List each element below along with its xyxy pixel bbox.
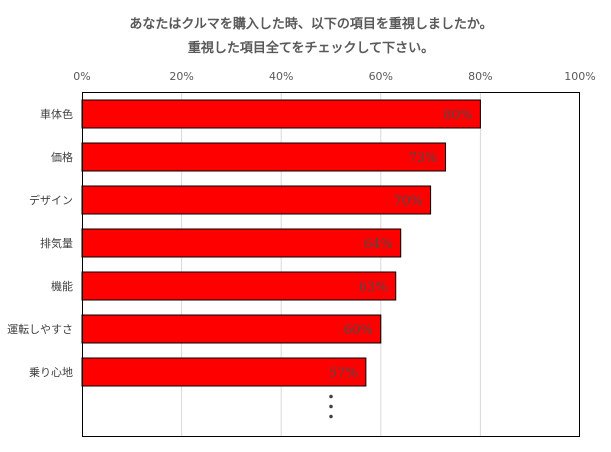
continuation-dot: ・	[324, 400, 338, 416]
bars	[81, 99, 481, 387]
category-label: 価格	[51, 150, 73, 164]
chart-title: あなたはクルマを購入した時、以下の項目を重視しましたか。 重視した項目全てをチェ…	[129, 16, 492, 56]
x-tick-label: 100%	[564, 70, 595, 83]
bar	[81, 314, 382, 344]
category-label: 機能	[51, 279, 73, 293]
data-label: 60%	[344, 323, 373, 338]
data-label: 63%	[359, 280, 388, 295]
data-labels: 80% 73% 70% 64% 63% 60% 57%	[329, 108, 472, 381]
plot-area-border	[82, 92, 580, 437]
continuation-dot: ・	[324, 410, 338, 426]
x-tick-label: 60%	[369, 70, 393, 83]
category-label: 乗り心地	[29, 366, 73, 379]
data-label: 80%	[443, 108, 472, 123]
x-tick-label: 20%	[169, 70, 193, 83]
bar	[81, 99, 481, 129]
x-tick-label: 80%	[468, 70, 492, 83]
category-label: 排気量	[40, 236, 73, 250]
data-label: 73%	[409, 151, 438, 166]
category-label: 車体色	[40, 107, 73, 121]
bar	[81, 271, 397, 301]
bar	[81, 185, 432, 215]
bar	[81, 228, 402, 258]
data-label: 64%	[364, 237, 393, 252]
category-label: デザイン	[29, 193, 73, 207]
continuation-dots: ・・・	[324, 390, 338, 426]
x-tick-label: 0%	[73, 70, 90, 83]
category-label: 運転しやすさ	[7, 323, 73, 336]
x-axis-ticks: 0% 20% 40% 60% 80% 100%	[73, 70, 595, 83]
bar	[81, 142, 447, 172]
chart-title-line-1: あなたはクルマを購入した時、以下の項目を重視しましたか。	[129, 16, 492, 32]
data-label: 70%	[394, 194, 423, 209]
data-label: 57%	[329, 366, 358, 381]
continuation-dot: ・	[324, 390, 338, 406]
chart-title-line-2: 重視した項目全てをチェックして下さい。	[188, 40, 434, 56]
x-tick-label: 40%	[269, 70, 293, 83]
bar	[81, 357, 367, 387]
